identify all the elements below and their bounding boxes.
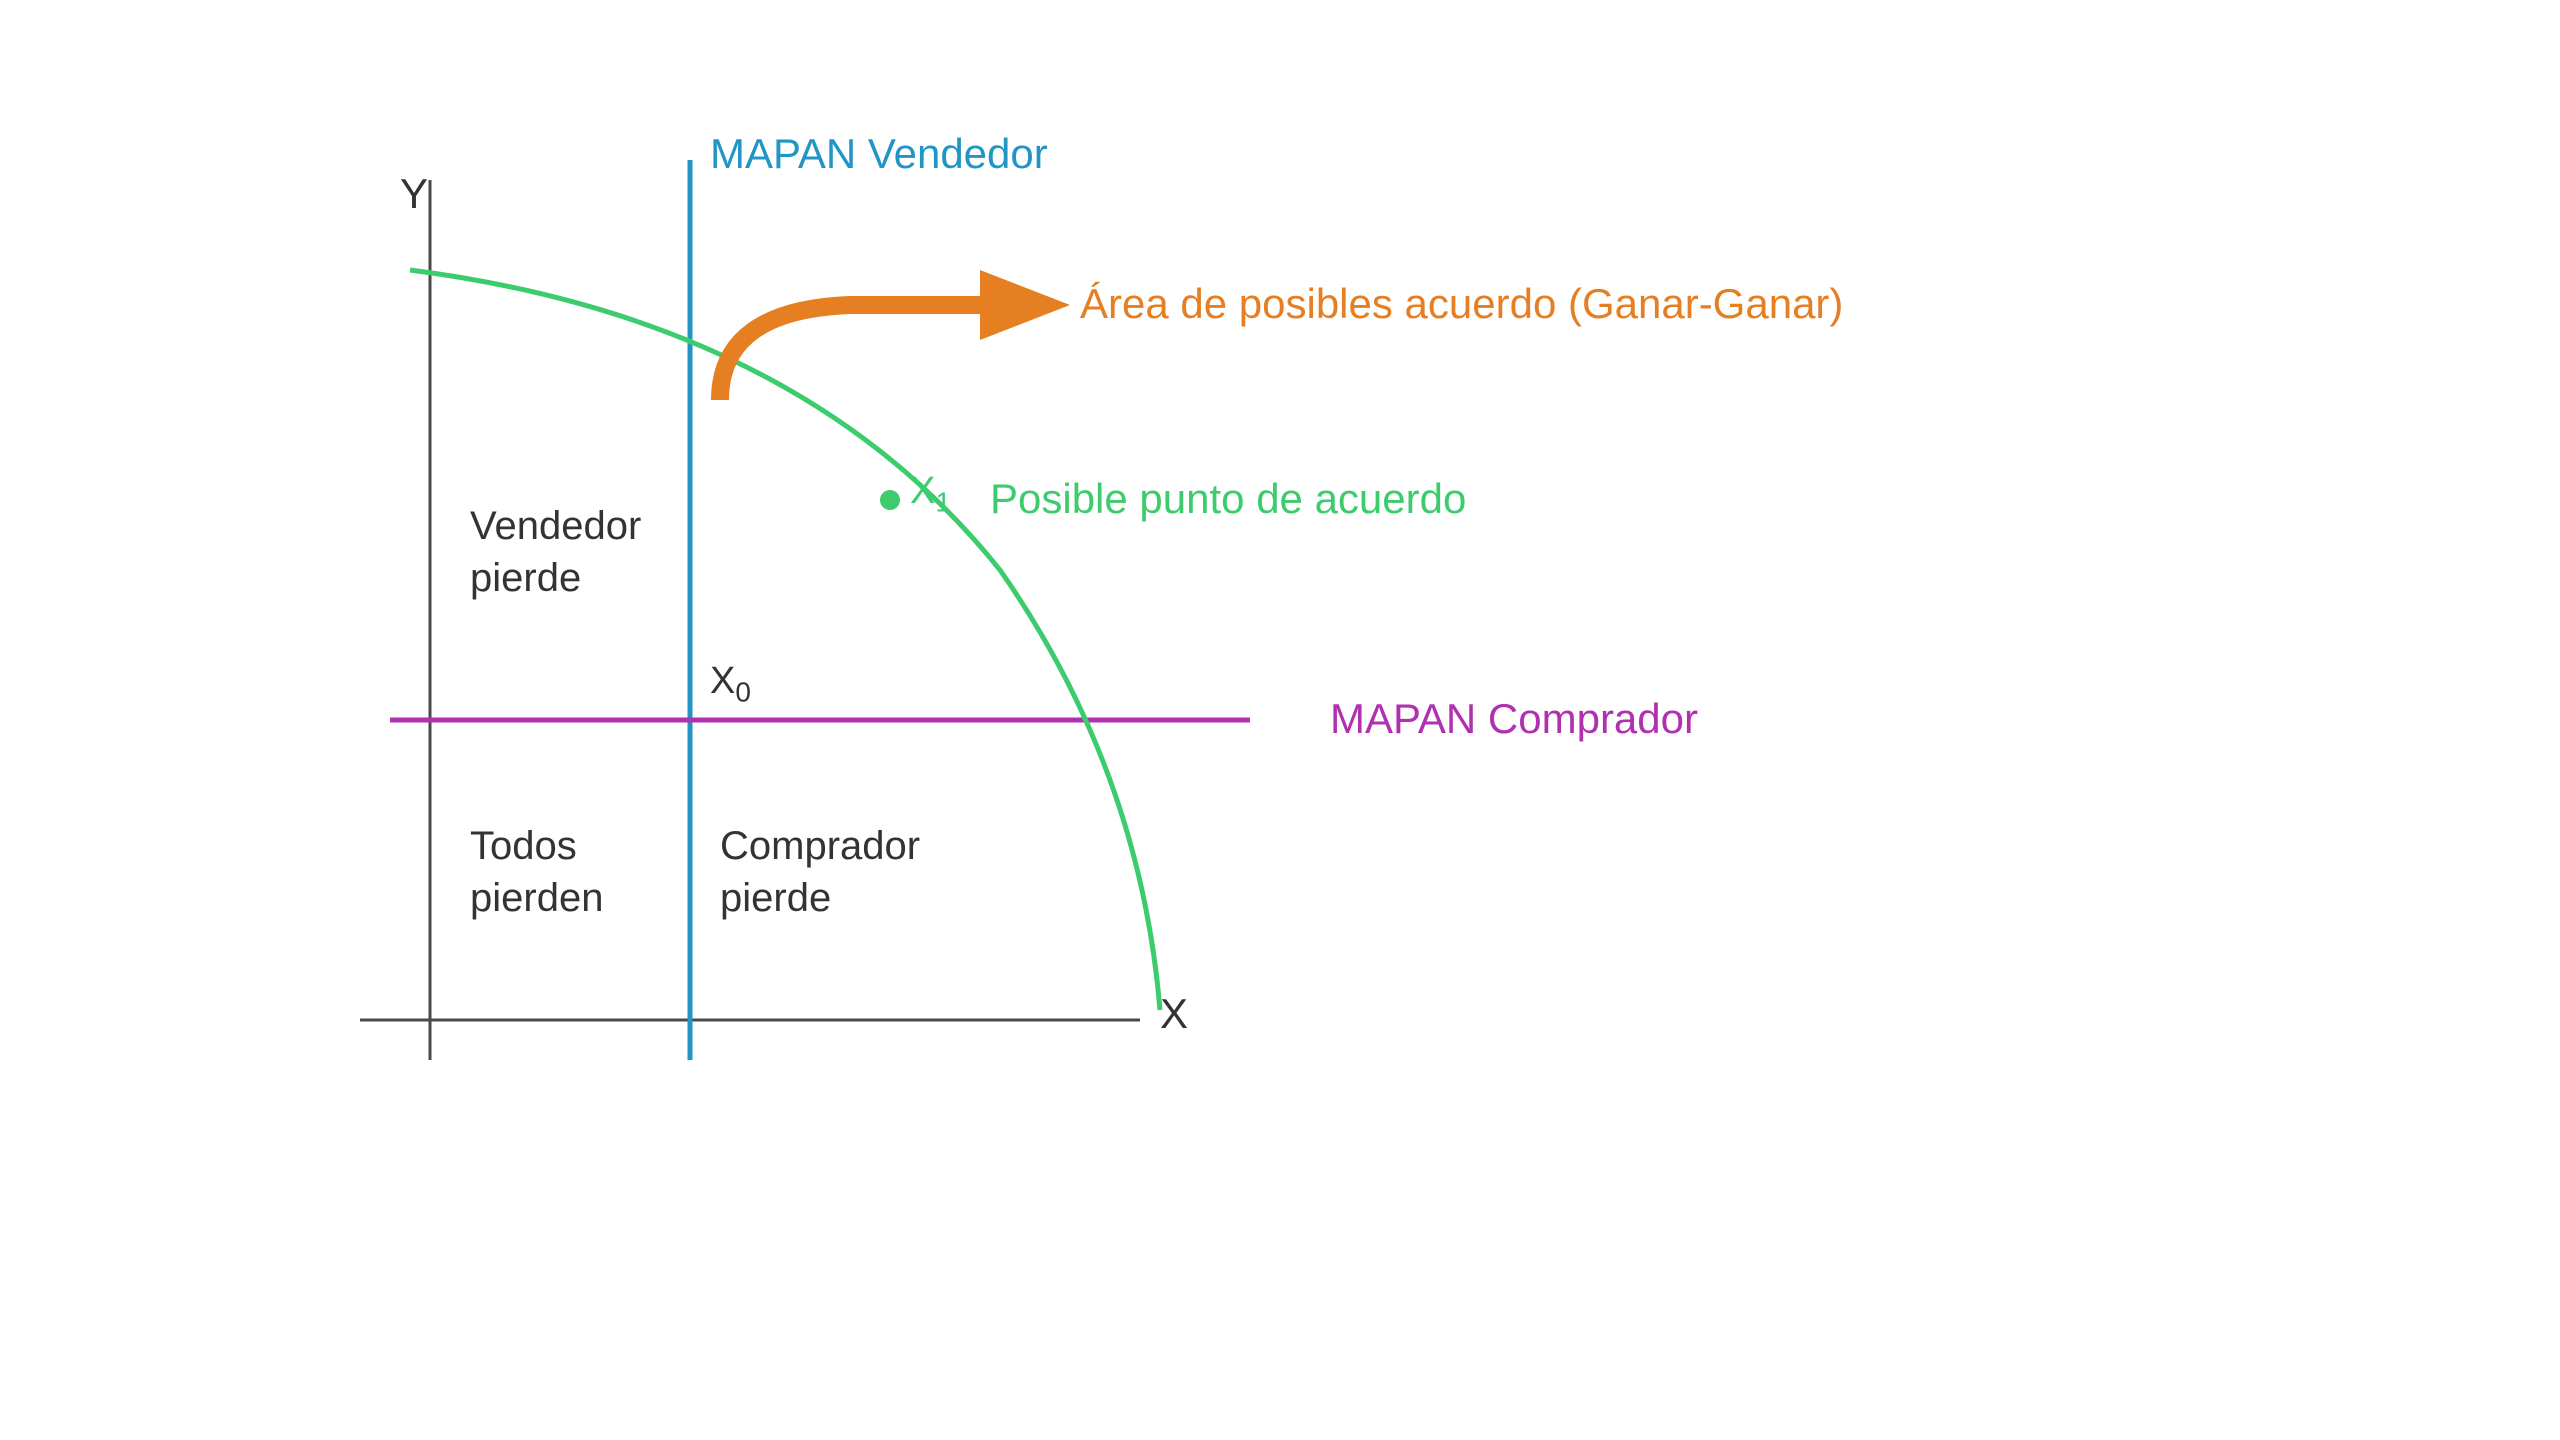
- y-axis-label: Y: [400, 170, 428, 218]
- area-ganar-ganar-label: Área de posibles acuerdo (Ganar-Ganar): [1080, 280, 1843, 328]
- mapan-comprador-label: MAPAN Comprador: [1330, 695, 1698, 743]
- x1-sub: 1: [935, 487, 951, 518]
- mapan-vendedor-label: MAPAN Vendedor: [710, 130, 1048, 178]
- todos-pierden-line1: Todos: [470, 820, 603, 872]
- negotiation-diagram: Y X MAPAN Vendedor MAPAN Comprador Área …: [350, 140, 2250, 1240]
- x0-label: X0: [710, 660, 751, 709]
- x1-text: X: [910, 470, 935, 512]
- todos-pierden-label: Todos pierden: [470, 820, 603, 924]
- todos-pierden-line2: pierden: [470, 872, 603, 924]
- vendedor-pierde-line1: Vendedor: [470, 500, 641, 552]
- vendedor-pierde-label: Vendedor pierde: [470, 500, 641, 604]
- arrow-shaft: [720, 305, 990, 400]
- x1-label: X1: [910, 470, 951, 519]
- x1-description: Posible punto de acuerdo: [990, 475, 1466, 523]
- x1-point: [880, 490, 900, 510]
- comprador-pierde-line2: pierde: [720, 872, 920, 924]
- vendedor-pierde-line2: pierde: [470, 552, 641, 604]
- arrow-head: [980, 270, 1070, 340]
- x0-sub: 0: [735, 677, 751, 708]
- x-axis-label: X: [1160, 990, 1188, 1038]
- comprador-pierde-label: Comprador pierde: [720, 820, 920, 924]
- comprador-pierde-line1: Comprador: [720, 820, 920, 872]
- x0-text: X: [710, 660, 735, 702]
